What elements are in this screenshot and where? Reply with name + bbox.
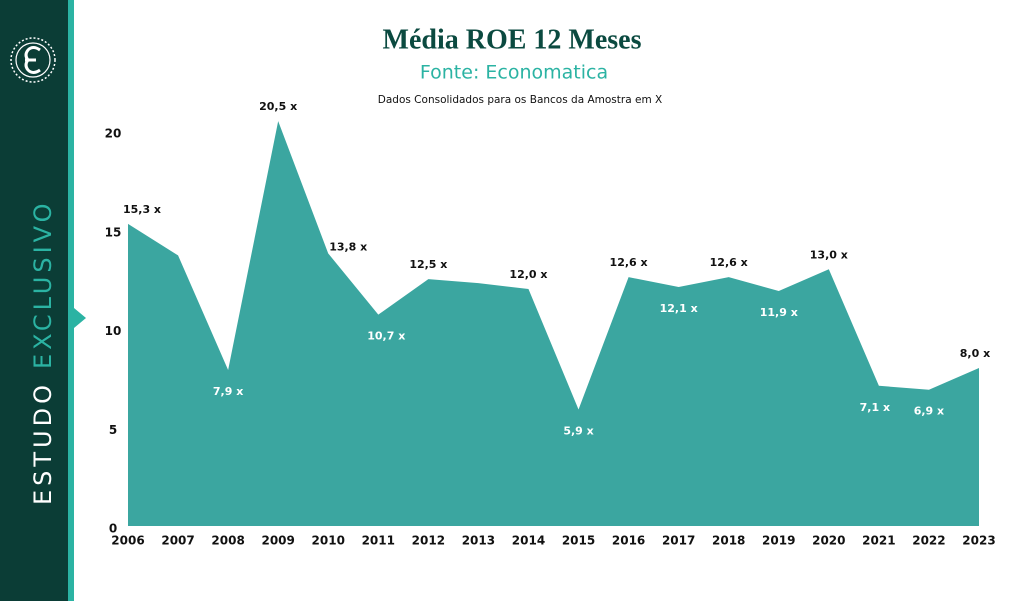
y-tick-label: 5 [109, 423, 117, 437]
sidebar-word: ESTUDO [29, 381, 57, 505]
x-tick-label: 2009 [261, 534, 294, 548]
value-label: 10,7 x [367, 330, 405, 343]
sidebar-word: EXCLUSIVO [29, 199, 57, 369]
x-tick-label: 2022 [912, 534, 945, 548]
x-tick-label: 2015 [562, 534, 595, 548]
chart-subtitle: Fonte: Economatica [420, 62, 608, 84]
value-label: 11,9 x [760, 306, 798, 319]
value-label: 13,0 x [810, 248, 848, 261]
value-label: 15,3 x [123, 203, 161, 216]
value-label: 12,6 x [610, 256, 648, 269]
chart-title: Média ROE 12 Meses [383, 24, 642, 55]
sidebar-marker [74, 308, 86, 328]
value-label: 12,6 x [710, 256, 748, 269]
y-tick-label: 15 [105, 225, 122, 239]
value-label: 7,9 x [213, 385, 243, 398]
value-label: 7,1 x [860, 401, 890, 414]
x-tick-label: 2013 [462, 534, 495, 548]
x-tick-label: 2017 [662, 534, 695, 548]
logo [10, 37, 56, 83]
x-tick-label: 2021 [862, 534, 895, 548]
value-label: 12,0 x [509, 268, 547, 281]
x-tick-label: 2012 [412, 534, 445, 548]
sidebar-stripe [68, 0, 74, 601]
value-label: 5,9 x [563, 424, 593, 437]
x-tick-label: 2014 [512, 534, 545, 548]
y-tick-label: 10 [105, 324, 122, 338]
value-label: 20,5 x [259, 100, 297, 113]
sidebar [0, 0, 68, 601]
x-tick-label: 2018 [712, 534, 745, 548]
y-tick-label: 20 [105, 127, 122, 141]
y-tick-label: 0 [109, 522, 117, 536]
value-label: 12,1 x [660, 302, 698, 315]
x-tick-label: 2010 [312, 534, 345, 548]
value-label: 13,8 x [329, 240, 367, 253]
x-tick-label: 2016 [612, 534, 645, 548]
x-tick-label: 2011 [362, 534, 395, 548]
value-label: 8,0 x [960, 347, 990, 360]
sidebar-label: ESTUDO EXCLUSIVO [29, 199, 57, 505]
x-tick-label: 2006 [111, 534, 144, 548]
value-label: 12,5 x [409, 258, 447, 271]
x-tick-label: 2008 [211, 534, 244, 548]
chart-note: Dados Consolidados para os Bancos da Amo… [378, 94, 662, 106]
x-tick-label: 2023 [962, 534, 995, 548]
x-tick-label: 2007 [161, 534, 194, 548]
value-label: 6,9 x [914, 405, 944, 418]
area [128, 121, 979, 526]
x-tick-label: 2020 [812, 534, 845, 548]
x-tick-label: 2019 [762, 534, 795, 548]
